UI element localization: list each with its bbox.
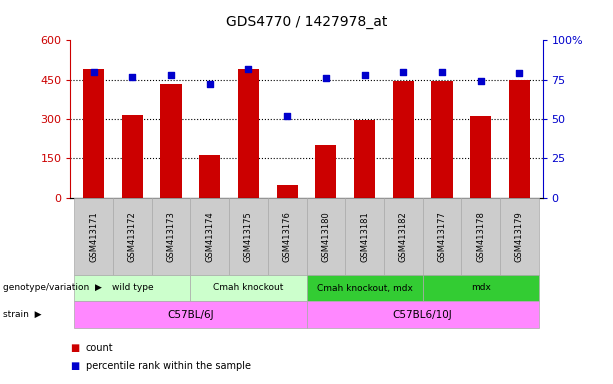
Text: Cmah knockout, mdx: Cmah knockout, mdx — [316, 283, 413, 293]
Text: GSM413179: GSM413179 — [515, 211, 524, 262]
Bar — [122, 115, 143, 198]
Bar — [238, 69, 259, 198]
Text: GSM413172: GSM413172 — [128, 211, 137, 262]
Bar — [509, 79, 530, 198]
Text: GSM413176: GSM413176 — [283, 211, 292, 262]
Text: GSM413174: GSM413174 — [205, 211, 215, 262]
Text: strain  ▶: strain ▶ — [3, 310, 42, 319]
Bar — [354, 119, 375, 198]
Point — [321, 75, 331, 81]
Bar — [199, 155, 221, 198]
Point — [360, 72, 370, 78]
Point — [514, 70, 524, 76]
Text: GSM413181: GSM413181 — [360, 211, 369, 262]
Text: Cmah knockout: Cmah knockout — [213, 283, 284, 293]
Bar — [83, 69, 104, 198]
Text: C57BL6/10J: C57BL6/10J — [393, 310, 452, 320]
Point — [398, 69, 408, 75]
Text: GSM413182: GSM413182 — [398, 211, 408, 262]
Point — [205, 81, 215, 88]
Point — [476, 78, 485, 84]
Text: mdx: mdx — [471, 283, 490, 293]
Point — [128, 73, 137, 79]
Text: wild type: wild type — [112, 283, 153, 293]
Bar — [470, 116, 491, 198]
Text: GSM413178: GSM413178 — [476, 211, 485, 262]
Point — [437, 69, 447, 75]
Text: GSM413175: GSM413175 — [244, 211, 253, 262]
Text: ■: ■ — [70, 343, 80, 353]
Point — [89, 69, 99, 75]
Text: GSM413177: GSM413177 — [438, 211, 446, 262]
Text: GSM413171: GSM413171 — [89, 211, 98, 262]
Text: C57BL/6J: C57BL/6J — [167, 310, 214, 320]
Bar — [392, 81, 414, 198]
Bar — [161, 84, 181, 198]
Point — [166, 72, 176, 78]
Bar — [276, 185, 298, 198]
Bar — [432, 81, 452, 198]
Text: percentile rank within the sample: percentile rank within the sample — [86, 361, 251, 371]
Text: count: count — [86, 343, 113, 353]
Text: GDS4770 / 1427978_at: GDS4770 / 1427978_at — [226, 15, 387, 29]
Point — [282, 113, 292, 119]
Text: GSM413173: GSM413173 — [167, 211, 175, 262]
Text: ■: ■ — [70, 361, 80, 371]
Text: GSM413180: GSM413180 — [321, 211, 330, 262]
Point — [243, 66, 253, 72]
Bar — [315, 145, 337, 198]
Text: genotype/variation  ▶: genotype/variation ▶ — [3, 283, 102, 293]
